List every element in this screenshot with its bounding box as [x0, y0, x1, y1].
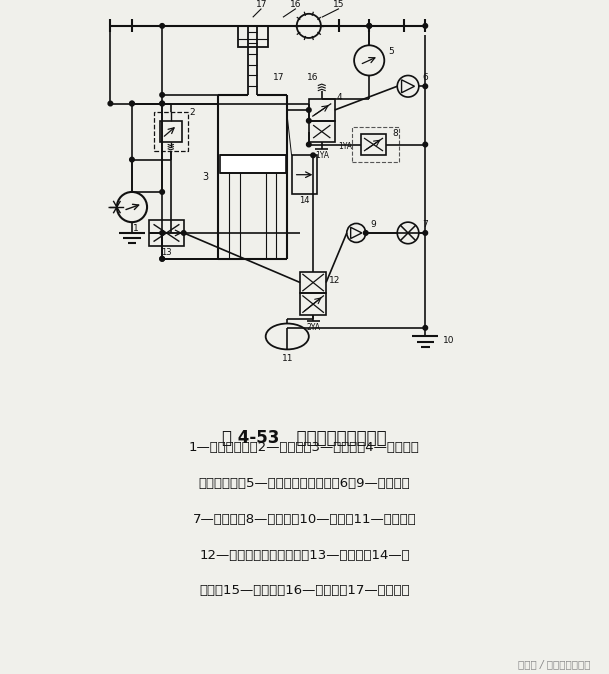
Bar — [292, 155, 317, 194]
Text: 16: 16 — [290, 0, 301, 9]
Text: 8: 8 — [392, 129, 398, 138]
Circle shape — [364, 231, 368, 235]
Text: 10: 10 — [443, 336, 454, 345]
Circle shape — [160, 93, 164, 97]
Text: 电磁换向鄀；5—单向定量液压马达；6，9—单向鄀；: 电磁换向鄀；5—单向定量液压马达；6，9—单向鄀； — [199, 477, 410, 490]
Circle shape — [181, 231, 186, 235]
Circle shape — [160, 231, 164, 235]
Circle shape — [160, 190, 164, 194]
Bar — [300, 293, 326, 315]
Text: 14: 14 — [299, 196, 310, 205]
Circle shape — [423, 231, 428, 235]
Circle shape — [130, 158, 134, 162]
Bar — [309, 121, 335, 142]
Text: 11: 11 — [281, 354, 293, 363]
Text: 12—二位四通电磁换向鄀；13—调速鄀；14—套: 12—二位四通电磁换向鄀；13—调速鄀；14—套 — [199, 549, 410, 561]
Text: 2: 2 — [189, 108, 195, 117]
Text: 1—定量液压泵；2—溢流阀；3—液压缸；4—二位三通: 1—定量液压泵；2—溢流阀；3—液压缸；4—二位三通 — [189, 441, 420, 454]
Text: 17: 17 — [256, 0, 267, 9]
Text: 1: 1 — [133, 224, 139, 233]
Text: 头条号 / 深圳奥托士液压: 头条号 / 深圳奥托士液压 — [518, 659, 591, 669]
Circle shape — [423, 84, 428, 88]
Text: 15: 15 — [333, 0, 345, 9]
Bar — [352, 127, 400, 162]
Bar — [300, 272, 326, 293]
Text: 7—节流鄀；8—减压鄀；10—油筱；11—蓄能器；: 7—节流鄀；8—减压鄀；10—油筱；11—蓄能器； — [192, 513, 417, 526]
Text: 3: 3 — [202, 172, 208, 182]
Bar — [361, 133, 387, 155]
Circle shape — [108, 101, 113, 106]
Bar — [219, 155, 286, 173]
Circle shape — [307, 142, 311, 147]
Text: 17: 17 — [273, 73, 284, 82]
Circle shape — [423, 142, 428, 147]
Text: 图 4-53   钒孔机液压系统原理: 图 4-53 钒孔机液压系统原理 — [222, 429, 387, 448]
Circle shape — [160, 257, 164, 261]
Circle shape — [311, 153, 315, 158]
Text: 1YA: 1YA — [315, 151, 329, 160]
Text: 2YA: 2YA — [306, 324, 320, 332]
Bar — [149, 220, 184, 246]
Circle shape — [423, 326, 428, 330]
Text: 13: 13 — [161, 248, 172, 257]
Circle shape — [367, 24, 371, 28]
Circle shape — [423, 24, 428, 28]
Circle shape — [160, 24, 164, 28]
Circle shape — [307, 119, 311, 123]
Text: 料杆；15—小齿轮；16—大齿轮；17—花键钒杆: 料杆；15—小齿轮；16—大齿轮；17—花键钒杆 — [199, 584, 410, 597]
Text: 6: 6 — [423, 73, 428, 82]
Circle shape — [130, 101, 134, 106]
Bar — [153, 112, 188, 151]
Text: 9: 9 — [371, 220, 376, 228]
Circle shape — [130, 101, 134, 106]
Circle shape — [160, 257, 164, 261]
Circle shape — [367, 24, 371, 28]
Bar — [160, 121, 181, 142]
Text: 5: 5 — [388, 47, 393, 56]
Circle shape — [160, 101, 164, 106]
Bar — [309, 99, 335, 121]
Bar — [238, 26, 268, 47]
Text: 16: 16 — [308, 73, 319, 82]
Text: 7: 7 — [423, 220, 428, 228]
Text: 4: 4 — [336, 92, 342, 102]
Circle shape — [307, 108, 311, 112]
Text: 12: 12 — [329, 276, 340, 285]
Circle shape — [160, 101, 164, 106]
Text: 1YA: 1YA — [338, 142, 352, 151]
